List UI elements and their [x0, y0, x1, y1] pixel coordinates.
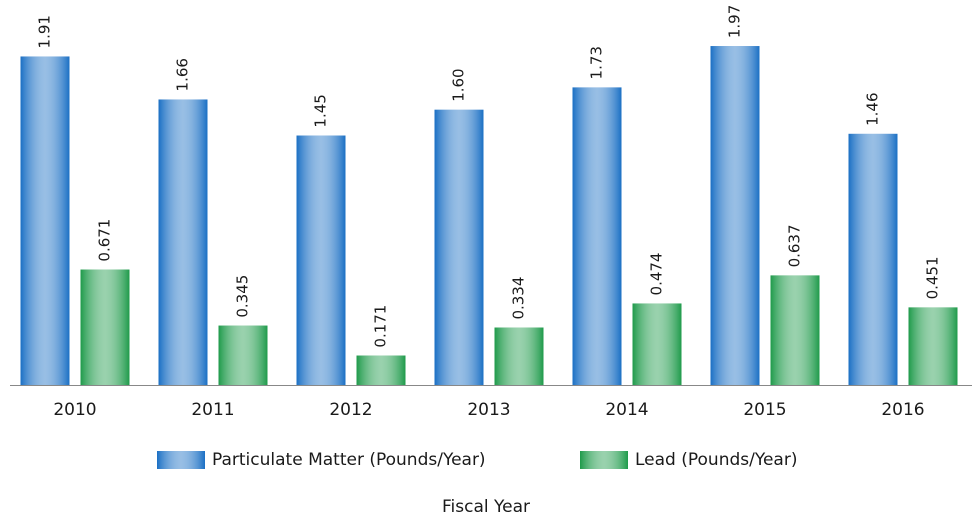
value-label: 0.345 — [234, 275, 252, 318]
bar-highlight — [80, 269, 130, 385]
value-label: 1.73 — [588, 46, 606, 79]
x-tick-label: 2015 — [743, 400, 786, 420]
bar-highlight — [434, 109, 484, 386]
bar-highlight — [356, 355, 406, 385]
x-tick-label: 2012 — [329, 400, 372, 420]
x-tick-label: 2013 — [467, 400, 510, 420]
value-label: 0.671 — [96, 219, 114, 262]
x-axis-label: Fiscal Year — [442, 497, 530, 516]
bar-highlight — [218, 325, 268, 385]
legend-swatch-highlight — [580, 451, 628, 469]
x-tick-label: 2010 — [53, 400, 96, 420]
value-label: 0.637 — [786, 224, 804, 267]
x-tick-label: 2016 — [881, 400, 924, 420]
value-label: 0.334 — [510, 277, 528, 320]
value-label: 0.171 — [372, 305, 390, 348]
x-tick-label: 2014 — [605, 400, 648, 420]
bar-highlight — [158, 99, 208, 385]
value-label: 1.60 — [450, 68, 468, 101]
bar-highlight — [848, 133, 898, 385]
bar-highlight — [296, 135, 346, 385]
value-label: 1.66 — [174, 58, 192, 91]
value-label: 1.97 — [726, 5, 744, 38]
x-tick-label: 2011 — [191, 400, 234, 420]
legend-swatch-highlight — [157, 451, 205, 469]
bar-highlight — [572, 87, 622, 385]
bar-highlight — [908, 307, 958, 385]
value-label: 1.45 — [312, 94, 330, 127]
value-label: 1.46 — [864, 92, 882, 125]
legend-label: Lead (Pounds/Year) — [635, 450, 797, 470]
value-label: 1.91 — [36, 15, 54, 48]
bar-highlight — [632, 303, 682, 385]
legend-label: Particulate Matter (Pounds/Year) — [212, 450, 486, 470]
bar-highlight — [710, 46, 760, 385]
value-label: 0.451 — [924, 256, 942, 299]
bar-highlight — [494, 327, 544, 385]
value-label: 0.474 — [648, 253, 666, 296]
bar-highlight — [20, 56, 70, 385]
bar-highlight — [770, 275, 820, 385]
